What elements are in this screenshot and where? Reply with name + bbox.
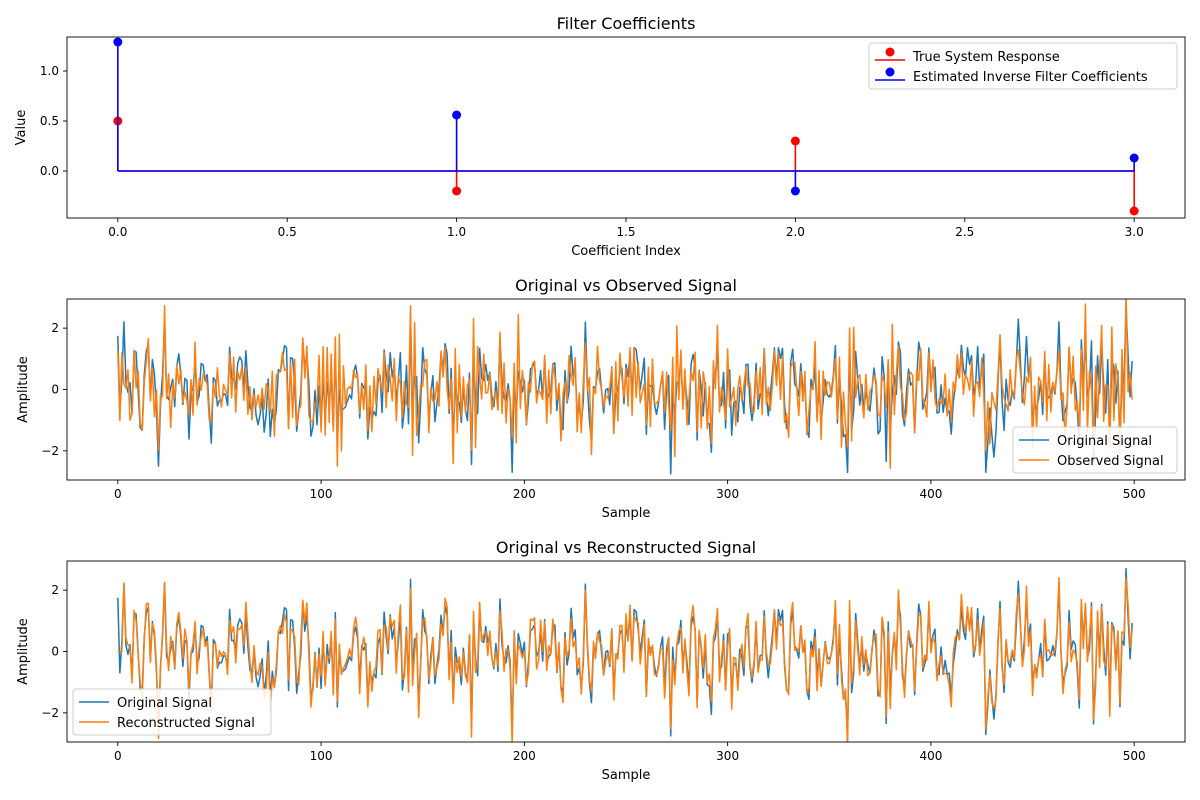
stem-marker <box>790 136 800 146</box>
x-tick-label: 0 <box>114 749 122 763</box>
x-tick-label: 0 <box>114 487 122 501</box>
legend-box <box>1012 426 1178 474</box>
series-line-2 <box>117 576 1133 742</box>
x-tick-label: 0.5 <box>278 225 297 239</box>
x-tick-label: 300 <box>716 749 739 763</box>
chart-panel-1: Filter Coefficients 0.0 0.5 1.0 1.5 2.0 2.5 3.0… <box>14 14 1186 259</box>
y-tick-label: 0.5 <box>40 114 59 128</box>
x-axis-label: Coefficient Index <box>571 244 681 259</box>
legend-label: Observed Signal <box>1057 454 1164 469</box>
legend-box <box>72 688 272 736</box>
x-tick-label: 100 <box>310 487 333 501</box>
plot-area <box>113 37 1139 216</box>
x-tick-label: 500 <box>1123 749 1146 763</box>
y-tick-label: 0 <box>51 645 59 659</box>
chart-title: Original vs Reconstructed Signal <box>496 538 756 557</box>
x-tick-label: 500 <box>1123 487 1146 501</box>
x-tick-label: 2.0 <box>786 225 805 239</box>
x-tick-label: 1.0 <box>447 225 466 239</box>
y-tick-label: 2 <box>51 321 59 335</box>
x-tick-label: 400 <box>919 749 942 763</box>
legend: Original Signal Observed Signal <box>1012 426 1178 474</box>
x-tick-label: 200 <box>513 487 536 501</box>
y-tick-label: −2 <box>41 706 59 720</box>
x-tick-label: 400 <box>919 487 942 501</box>
legend-swatch-marker <box>885 67 895 77</box>
x-tick-label: 200 <box>513 749 536 763</box>
plot-area <box>117 299 1133 475</box>
stem-marker <box>1129 153 1139 163</box>
y-axis-label: Amplitude <box>16 356 31 423</box>
y-tick-label: 0.0 <box>40 164 59 178</box>
x-axis-label: Sample <box>602 506 651 521</box>
chart-panel-2: Original vs Observed Signal 0 100 200 300 400… <box>16 276 1186 521</box>
plot-area <box>117 567 1133 742</box>
legend-label: Original Signal <box>1057 434 1152 449</box>
legend-label: Original Signal <box>117 696 212 711</box>
y-tick-label: 2 <box>51 583 59 597</box>
legend-label: Reconstructed Signal <box>117 716 255 731</box>
series-line-2 <box>117 299 1133 470</box>
x-axis-label: Sample <box>602 768 651 783</box>
legend: Original Signal Reconstructed Signal <box>72 688 272 736</box>
y-axis-label: Value <box>14 110 29 146</box>
x-tick-label: 3.0 <box>1125 225 1144 239</box>
x-tick-label: 1.5 <box>616 225 635 239</box>
legend-label: Estimated Inverse Filter Coefficients <box>913 70 1148 85</box>
stem-marker <box>452 186 462 196</box>
chart-panel-3: Original vs Reconstructed Signal 0 100 200 3… <box>16 538 1186 783</box>
y-axis-label: Amplitude <box>16 618 31 685</box>
stem-marker <box>452 110 462 120</box>
legend: True System Response Estimated Inverse Fi… <box>868 42 1178 90</box>
legend-label: True System Response <box>912 50 1060 65</box>
stem-marker <box>790 186 800 196</box>
y-tick-label: 0 <box>51 383 59 397</box>
legend-swatch-marker <box>885 47 895 57</box>
y-tick-label: 1.0 <box>40 64 59 78</box>
legend-box <box>868 42 1178 90</box>
stem-marker <box>1129 206 1139 216</box>
chart-title: Original vs Observed Signal <box>515 276 737 295</box>
y-tick-label: −2 <box>41 444 59 458</box>
stem-marker <box>113 37 123 47</box>
x-tick-label: 2.5 <box>955 225 974 239</box>
x-tick-label: 300 <box>716 487 739 501</box>
chart-title: Filter Coefficients <box>557 14 696 33</box>
x-tick-label: 0.0 <box>108 225 127 239</box>
x-tick-label: 100 <box>310 749 333 763</box>
